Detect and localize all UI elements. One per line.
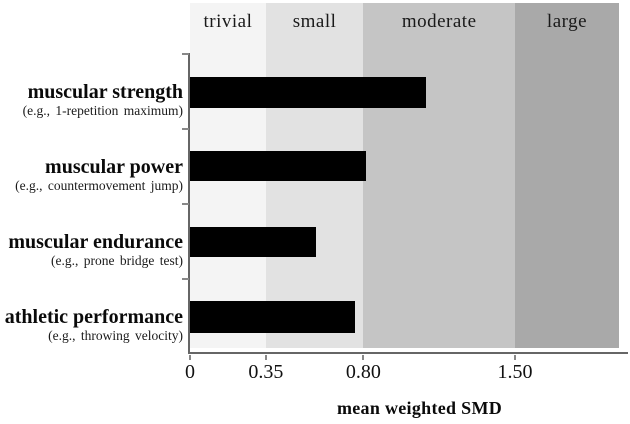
- band-label-small: small: [292, 11, 337, 32]
- y-axis-tick: [182, 128, 189, 130]
- y-axis-tick: [182, 53, 189, 55]
- x-axis-tick: [514, 355, 516, 360]
- band-label-large: large: [546, 11, 588, 32]
- category-example: (e.g., prone bridge test): [51, 253, 183, 268]
- category-athletic-performance: athletic performance (e.g., throwing vel…: [0, 306, 183, 344]
- category-muscular-power: muscular power (e.g., countermovement ju…: [0, 156, 183, 194]
- bar-athletic-performance: [190, 301, 355, 333]
- category-label: muscular endurance: [8, 231, 183, 253]
- x-tick-label-080: 0.80: [345, 361, 381, 383]
- band-large: large: [515, 3, 619, 348]
- x-axis-title: mean weighted SMD: [336, 398, 503, 418]
- x-axis-tick: [362, 355, 365, 360]
- category-label: muscular power: [45, 156, 183, 178]
- category-example: (e.g., 1-repetition maximum): [22, 103, 183, 118]
- y-axis-tick: [182, 278, 189, 280]
- y-axis-tick: [182, 203, 189, 205]
- x-tick-label-150: 1.50: [497, 361, 533, 383]
- category-example: (e.g., throwing velocity): [48, 328, 183, 343]
- bar-muscular-endurance: [190, 227, 316, 257]
- bar-muscular-strength: [190, 77, 427, 108]
- bar-muscular-power: [190, 151, 366, 181]
- band-label-trivial: trivial: [203, 11, 253, 32]
- category-muscular-endurance: muscular endurance (e.g., prone bridge t…: [0, 231, 183, 269]
- category-label: muscular strength: [27, 81, 183, 103]
- category-example: (e.g., countermovement jump): [15, 178, 183, 193]
- band-label-moderate: moderate: [401, 11, 477, 32]
- x-axis-tick: [264, 355, 267, 360]
- category-muscular-strength: muscular strength (e.g., 1-repetition ma…: [0, 81, 183, 119]
- x-axis-line: [188, 352, 628, 354]
- category-label: athletic performance: [4, 306, 183, 328]
- x-axis-tick: [189, 355, 191, 360]
- y-axis-line: [188, 53, 190, 354]
- band-moderate: moderate: [363, 3, 515, 348]
- x-tick-label-035: 0.35: [248, 361, 284, 383]
- x-tick-label-0: 0: [185, 361, 195, 383]
